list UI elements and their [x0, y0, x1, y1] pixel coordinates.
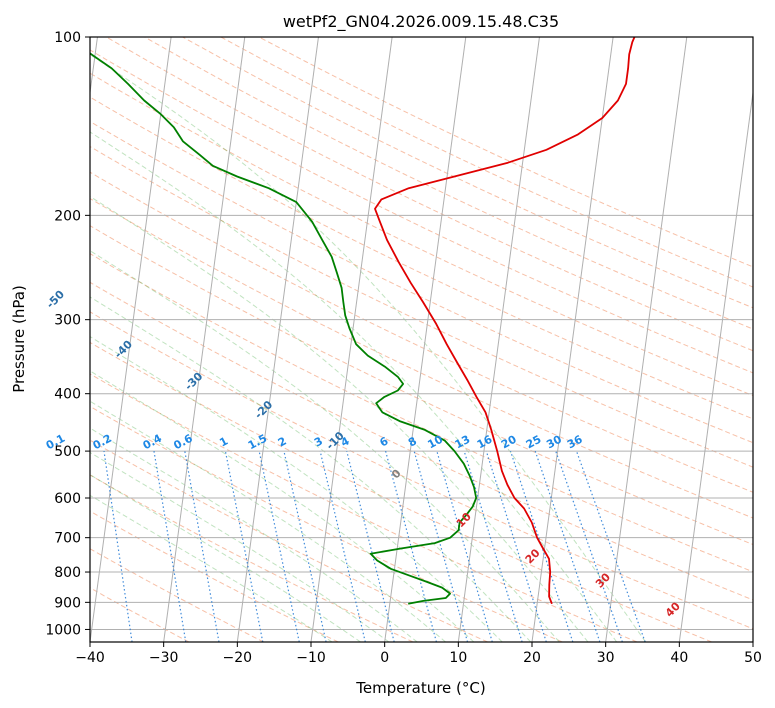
- dry-adiabat: [90, 439, 488, 642]
- mixing-ratio-label: 20: [499, 433, 519, 452]
- dry-adiabat: [90, 548, 264, 642]
- y-tick-label: 800: [54, 565, 81, 581]
- moist-adiabat: [90, 370, 475, 642]
- isotherm-line: [310, 37, 393, 642]
- mixing-ratio-label: 30: [544, 433, 564, 452]
- isotherm-line: [236, 37, 319, 642]
- moist-adiabat: [90, 250, 560, 642]
- x-tick-label: −40: [75, 650, 105, 666]
- x-tick-label: 0: [380, 650, 389, 666]
- mixing-ratio-line: [224, 450, 264, 642]
- dry-adiabat: [90, 225, 753, 546]
- y-axis-title: Pressure (hPa): [10, 285, 28, 393]
- dry-adiabat: [90, 405, 563, 642]
- moist-adiabat: [90, 53, 647, 642]
- isotherm-line: [90, 37, 172, 642]
- mixing-ratio-label: 13: [453, 433, 473, 452]
- mixing-ratio-line: [258, 450, 300, 642]
- y-tick-label: 600: [54, 491, 81, 507]
- isotherm-line: [678, 88, 753, 642]
- dry-adiabat: [144, 37, 753, 330]
- dewpoint-curve: [90, 52, 478, 605]
- dry-adiabat: [90, 373, 638, 642]
- mixing-ratio-label: 10: [425, 433, 445, 452]
- y-tick-label: 500: [54, 444, 81, 460]
- y-tick-label: 1000: [45, 622, 81, 638]
- mixing-ratio-line: [153, 451, 187, 642]
- dry-adiabat: [90, 281, 753, 601]
- moist-adiabat: [90, 474, 361, 642]
- mixing-ratio-line: [184, 450, 220, 642]
- moist-adiabat: [90, 400, 446, 642]
- temperature-curve: [374, 37, 636, 605]
- moist-adiabat: [90, 296, 532, 642]
- tick-layer: −40 −30 −20 −10 0 10 20 30 40 50 100 200 300 400 500 60…: [45, 30, 762, 666]
- dry-adiabat: [220, 37, 753, 288]
- x-tick-label: 30: [597, 650, 615, 666]
- mixing-ratio-line: [463, 450, 523, 642]
- mixing-ratio-line: [436, 450, 493, 642]
- mixing-ratio-line: [555, 450, 623, 642]
- dry-adiabat: [90, 198, 753, 519]
- series-layer: [90, 37, 636, 605]
- grid-layer: [90, 37, 753, 642]
- y-tick-label: 700: [54, 531, 81, 547]
- dry-adiabat: [90, 311, 753, 630]
- mixing-ratio-label: 16: [475, 433, 495, 452]
- chart-title: wetPf2_GN04.2026.009.15.48.C35: [283, 12, 559, 32]
- isotherm-line: [384, 37, 467, 642]
- mixing-ratio-line: [385, 450, 437, 642]
- mixing-ratio-line: [283, 450, 327, 642]
- dry-adiabat: [90, 49, 753, 374]
- x-axis-title: Temperature (°C): [355, 679, 485, 697]
- mixing-ratio-line: [534, 450, 601, 642]
- dry-adiabat: [90, 171, 753, 493]
- x-tick-label: −10: [296, 650, 326, 666]
- mixing-ratio-line: [319, 450, 366, 642]
- mixing-ratio-label: 25: [524, 433, 544, 452]
- x-tick-label: 50: [744, 650, 762, 666]
- isotherm-line: [531, 37, 614, 642]
- x-tick-label: 10: [449, 650, 467, 666]
- isotherm-line: [605, 37, 688, 642]
- y-tick-label: 400: [54, 387, 81, 403]
- y-tick-label: 300: [54, 313, 81, 329]
- x-tick-label: 40: [670, 650, 688, 666]
- mixing-ratio-line: [485, 450, 547, 642]
- y-tick-label: 100: [54, 30, 81, 46]
- plot-frame: [89, 36, 754, 643]
- mixing-ratio-label: 36: [565, 433, 585, 452]
- y-tick-label: 200: [54, 208, 81, 224]
- dry-adiabat: [106, 37, 753, 352]
- x-tick-label: 20: [523, 650, 541, 666]
- mixing-ratio-line: [103, 451, 133, 642]
- y-tick-label: 900: [54, 595, 81, 611]
- dry-adiabat: [182, 37, 753, 309]
- isotherm-line: [457, 37, 540, 642]
- moist-adiabat: [90, 451, 390, 642]
- isotherm-line: [163, 37, 246, 642]
- mixing-ratio-line: [413, 450, 469, 642]
- moist-adiabat: [90, 195, 589, 642]
- x-tick-label: −30: [149, 650, 179, 666]
- moist-adiabat: [90, 335, 503, 642]
- moist-adiabat: [90, 427, 418, 642]
- dry-adiabat: [90, 72, 753, 397]
- mixing-ratio-line: [575, 450, 646, 642]
- x-tick-label: −20: [223, 650, 253, 666]
- mixing-ratio-line: [346, 450, 395, 642]
